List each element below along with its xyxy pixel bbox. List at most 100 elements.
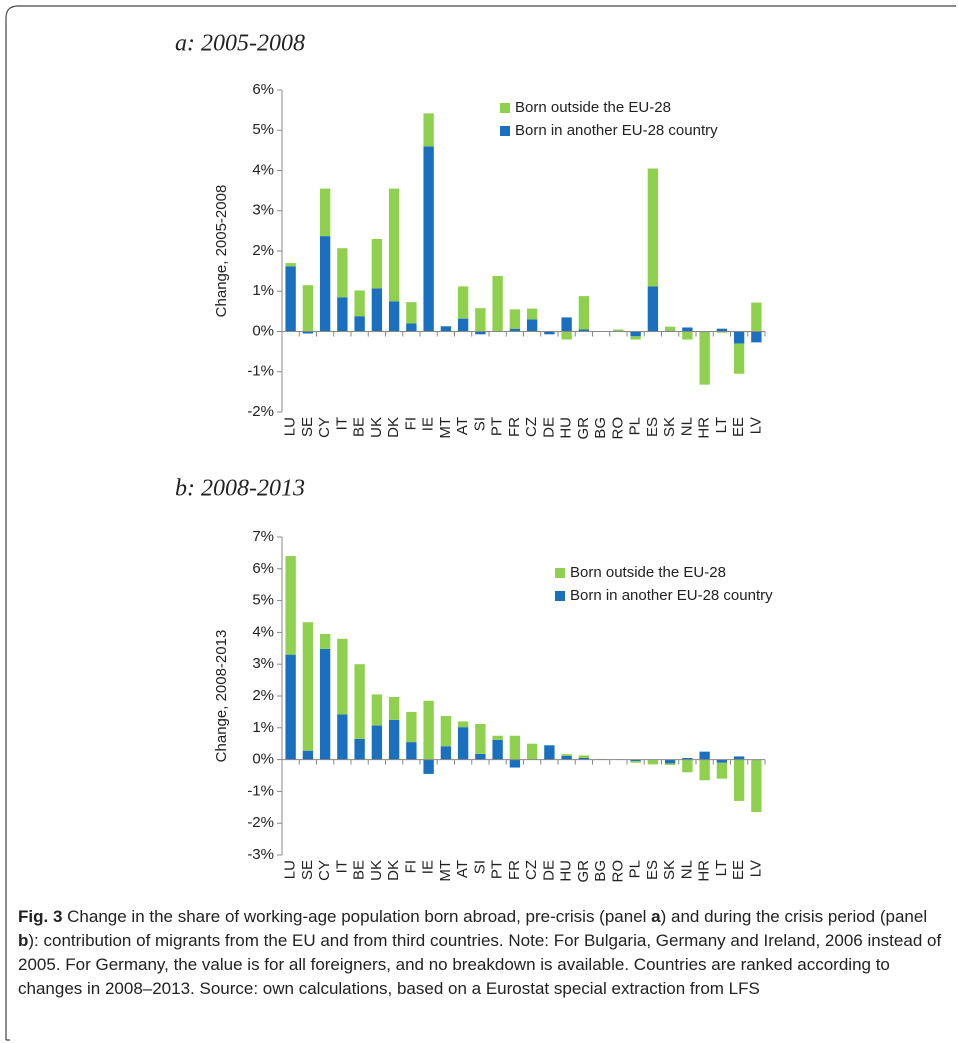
bar xyxy=(682,327,693,332)
bar xyxy=(647,168,659,287)
bar xyxy=(526,743,538,760)
y-tick-label: -1% xyxy=(247,363,274,380)
bar xyxy=(699,751,710,760)
x-tick-label: SI xyxy=(471,417,488,431)
bar xyxy=(664,759,676,764)
bar xyxy=(664,763,676,766)
x-tick-label: FR xyxy=(506,417,523,437)
caption-text: b xyxy=(18,931,29,950)
bar xyxy=(302,331,314,334)
y-tick-label: -1% xyxy=(247,782,274,799)
bar xyxy=(423,113,434,147)
x-tick-label: PT xyxy=(489,417,506,436)
bar xyxy=(354,738,365,760)
x-tick-label: LT xyxy=(713,417,730,433)
x-tick-label: MT xyxy=(437,417,454,439)
x-tick-label: RO xyxy=(609,417,626,440)
x-tick-label: BG xyxy=(592,860,609,882)
bar xyxy=(337,248,348,298)
bar xyxy=(647,286,659,332)
bar xyxy=(406,711,417,743)
bar xyxy=(319,236,331,332)
bar xyxy=(285,266,296,332)
caption-text: ): contribution of migrants from the EU … xyxy=(18,931,942,998)
bar xyxy=(751,302,762,332)
bar xyxy=(302,622,314,751)
caption-text: Change in the share of working-age popul… xyxy=(67,907,652,926)
bar xyxy=(423,146,434,332)
bar xyxy=(733,759,745,801)
y-axis-label: Change, 2008-2013 xyxy=(213,630,230,763)
x-tick-label: SK xyxy=(661,860,678,880)
x-tick-label: SE xyxy=(299,417,316,437)
bar xyxy=(406,302,417,324)
x-tick-label: PL xyxy=(627,417,644,435)
bar xyxy=(475,753,486,760)
bar xyxy=(285,263,296,267)
legend-label: Born in another EU-28 country xyxy=(515,122,718,139)
bar xyxy=(319,648,331,760)
bar xyxy=(388,719,400,760)
bar xyxy=(475,308,486,332)
legend-swatch xyxy=(555,591,565,601)
y-tick-label: 5% xyxy=(252,121,274,138)
bar xyxy=(613,329,624,331)
bar xyxy=(302,750,314,760)
bar xyxy=(699,759,710,781)
bar xyxy=(319,633,331,649)
bar xyxy=(716,331,728,333)
bar xyxy=(371,288,383,332)
x-tick-label: IE xyxy=(420,417,437,431)
caption-label: Fig. 3 xyxy=(18,907,63,926)
bar xyxy=(733,343,745,374)
x-tick-label: GR xyxy=(575,860,592,883)
bar xyxy=(630,331,641,337)
y-axis-label: Change, 2005-2008 xyxy=(213,185,230,318)
bar xyxy=(371,238,383,289)
bar xyxy=(354,316,365,332)
y-tick-label: 0% xyxy=(252,322,274,339)
bar xyxy=(440,716,452,747)
y-tick-label: 1% xyxy=(252,719,274,736)
bar xyxy=(664,326,676,331)
bar xyxy=(578,329,590,332)
bar xyxy=(682,759,693,773)
x-tick-label: LU xyxy=(282,860,299,879)
caption-text: a xyxy=(651,907,661,926)
y-tick-label: 2% xyxy=(252,242,274,259)
bar xyxy=(561,317,572,332)
panel-title: b: 2008-2013 xyxy=(175,476,305,502)
y-tick-label: 4% xyxy=(252,623,274,640)
bar xyxy=(388,188,400,302)
panel-title: a: 2005-2008 xyxy=(175,31,305,57)
bar xyxy=(716,759,728,763)
x-tick-label: ES xyxy=(644,417,661,437)
bar xyxy=(509,759,521,768)
x-tick-label: SE xyxy=(299,860,316,880)
x-tick-label: MT xyxy=(437,860,454,882)
bar xyxy=(457,727,469,760)
bar xyxy=(302,285,314,332)
bar xyxy=(733,756,745,760)
x-tick-label: DE xyxy=(540,417,557,438)
x-tick-label: CZ xyxy=(523,860,540,880)
bar xyxy=(509,309,521,329)
caption-text: ) and during the crisis period (panel xyxy=(660,907,928,926)
bar xyxy=(475,331,486,335)
x-tick-label: FI xyxy=(402,860,419,873)
x-tick-label: SI xyxy=(471,860,488,874)
caption: Fig. 3 Change in the share of working-ag… xyxy=(18,905,948,1001)
y-tick-label: 0% xyxy=(252,751,274,768)
x-tick-label: DK xyxy=(385,860,402,881)
x-tick-label: CY xyxy=(316,860,333,881)
y-tick-label: -2% xyxy=(247,814,274,831)
bar xyxy=(561,331,572,340)
x-tick-label: RO xyxy=(609,860,626,883)
bar xyxy=(578,296,590,330)
bar xyxy=(561,754,572,756)
y-tick-label: -3% xyxy=(247,846,274,863)
y-tick-label: 6% xyxy=(252,560,274,577)
bar xyxy=(354,664,365,739)
y-tick-label: 4% xyxy=(252,161,274,178)
